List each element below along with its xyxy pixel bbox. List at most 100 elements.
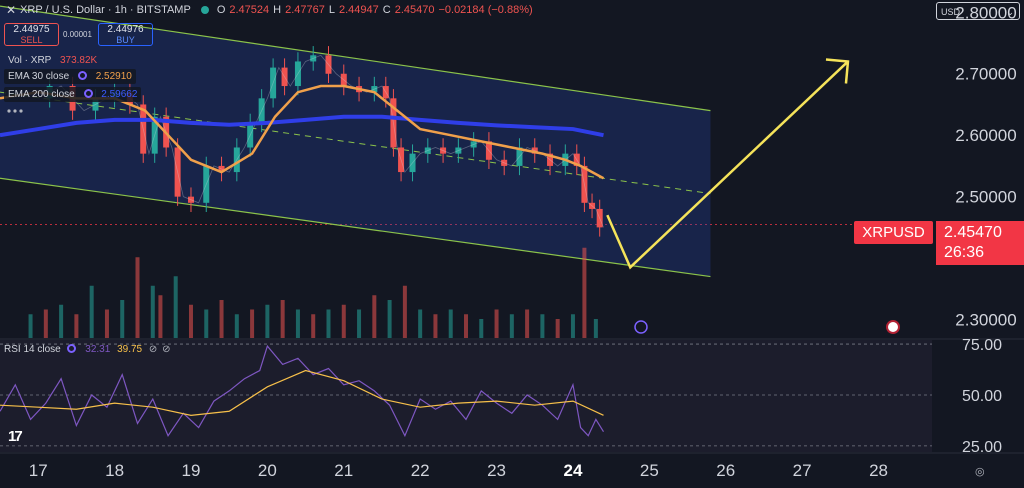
candle-body (294, 61, 301, 87)
close-value: 2.45470 (394, 4, 435, 16)
candle-body (270, 67, 277, 99)
candle-body (398, 147, 405, 173)
candle-body (325, 55, 332, 74)
buy-label: BUY (116, 35, 135, 45)
candle-body (92, 98, 99, 111)
candle-body (140, 104, 147, 154)
ema200-legend[interactable]: EMA 200 close 2.59662 (4, 87, 142, 102)
candle-body (485, 141, 492, 160)
time-tick-label: 19 (182, 461, 201, 480)
reset-chart-icon[interactable]: ◎ (975, 466, 985, 478)
volume-bar (570, 314, 575, 338)
candle-body (233, 147, 240, 173)
volume-bar (135, 257, 140, 338)
time-tick-label: 24 (563, 461, 582, 480)
trend-channel (0, 5, 711, 278)
open-value: 2.47524 (229, 4, 270, 16)
volume-bar (372, 295, 377, 338)
candle-body (470, 141, 477, 148)
volume-value: 373.82K (59, 55, 98, 66)
candle-body (371, 86, 378, 93)
volume-bar (593, 319, 598, 338)
last-price-tag: 2.45470 26:36 (936, 221, 1024, 265)
symbol-title[interactable]: XRP / U.S. Dollar · 1h · BITSTAMP (20, 4, 191, 16)
candle-body (424, 147, 431, 154)
close-path (38, 54, 604, 228)
eye-off-icon[interactable]: ⊘ (148, 344, 158, 355)
currency-select[interactable]: USD ⌄ (936, 2, 1020, 20)
volume-bar (173, 276, 178, 338)
candle-body (455, 147, 462, 154)
time-tick-label: 26 (716, 461, 735, 480)
candle-body (174, 147, 181, 197)
volume-bars (28, 247, 598, 338)
rsi-tick-label: 25.00 (962, 439, 1002, 456)
volume-bar (387, 300, 392, 338)
volume-bar (479, 319, 484, 338)
grid (0, 224, 1024, 454)
close-label: C (382, 4, 391, 16)
spread-value: 0.00001 (63, 30, 92, 39)
time-tick-label: 25 (640, 461, 659, 480)
volume-bar (582, 247, 587, 338)
collapse-legend-icon[interactable] (6, 108, 24, 114)
rsi-tick-label: 50.00 (962, 388, 1002, 405)
volume-bar (433, 314, 438, 338)
time-tick-label: 21 (334, 461, 353, 480)
rsi-legend[interactable]: RSI 14 close 32.31 39.75 ⊘ ⊘ (4, 344, 170, 355)
volume-bar (402, 285, 407, 338)
price-tick-label: 2.30000 (955, 311, 1016, 330)
volume-bar (89, 285, 94, 338)
time-tick-label: 20 (258, 461, 277, 480)
channel-lower-line (0, 177, 711, 278)
buy-price: 2.44976 (107, 24, 144, 35)
sell-label: SELL (20, 35, 43, 45)
volume-label: Vol · XRP (8, 55, 52, 66)
rsi-label: RSI 14 close (4, 344, 61, 355)
settings-icon[interactable]: ⊘ (162, 344, 171, 355)
ema200-value: 2.59662 (101, 89, 138, 100)
market-status-icon (200, 6, 209, 14)
time-tick-label: 22 (411, 461, 430, 480)
candle-body (151, 116, 158, 154)
price-tick-label: 2.50000 (955, 188, 1016, 207)
sell-button[interactable]: 2.44975 SELL (4, 23, 59, 46)
candle-body (531, 147, 538, 154)
candle-body (218, 165, 225, 173)
projection-arrow (606, 58, 850, 270)
buy-button[interactable]: 2.44976 BUY (98, 23, 153, 46)
rsi-ma-line (0, 369, 604, 416)
candle-body (501, 159, 508, 166)
ema-lines (0, 84, 605, 180)
channel-fill (0, 6, 711, 277)
settings-icon[interactable] (77, 71, 87, 80)
volume-bar (494, 309, 499, 338)
volume-bar (509, 314, 514, 338)
rsi-pane (0, 344, 605, 438)
volume-bar (555, 319, 560, 338)
volume-bar (43, 309, 48, 338)
volume-bar (188, 304, 193, 338)
candle-body (409, 153, 416, 173)
open-label: O (216, 4, 226, 16)
time-tick-label: 27 (793, 461, 812, 480)
candle-body (581, 165, 588, 203)
rsi-tick-label: 75.00 (962, 337, 1002, 354)
ema30-value: 2.52910 (95, 71, 132, 82)
settings-icon[interactable] (67, 344, 77, 353)
volume-bar (280, 300, 285, 338)
x-icon[interactable]: ✕ (6, 3, 17, 17)
candle-body (187, 196, 194, 203)
price-tick-label: 2.70000 (955, 65, 1016, 84)
currency-value: USD (941, 7, 961, 17)
volume-legend[interactable]: Vol · XRP 373.82K (4, 53, 101, 68)
tradingview-logo[interactable]: 17 (8, 428, 23, 445)
candle-body (589, 202, 596, 209)
ema30-legend[interactable]: EMA 30 close 2.52910 (4, 69, 136, 84)
volume-bar (234, 314, 239, 338)
settings-icon[interactable] (83, 89, 93, 98)
candle-body (203, 165, 210, 203)
high-value: 2.47767 (285, 4, 325, 16)
time-tick-label: 28 (869, 461, 888, 480)
